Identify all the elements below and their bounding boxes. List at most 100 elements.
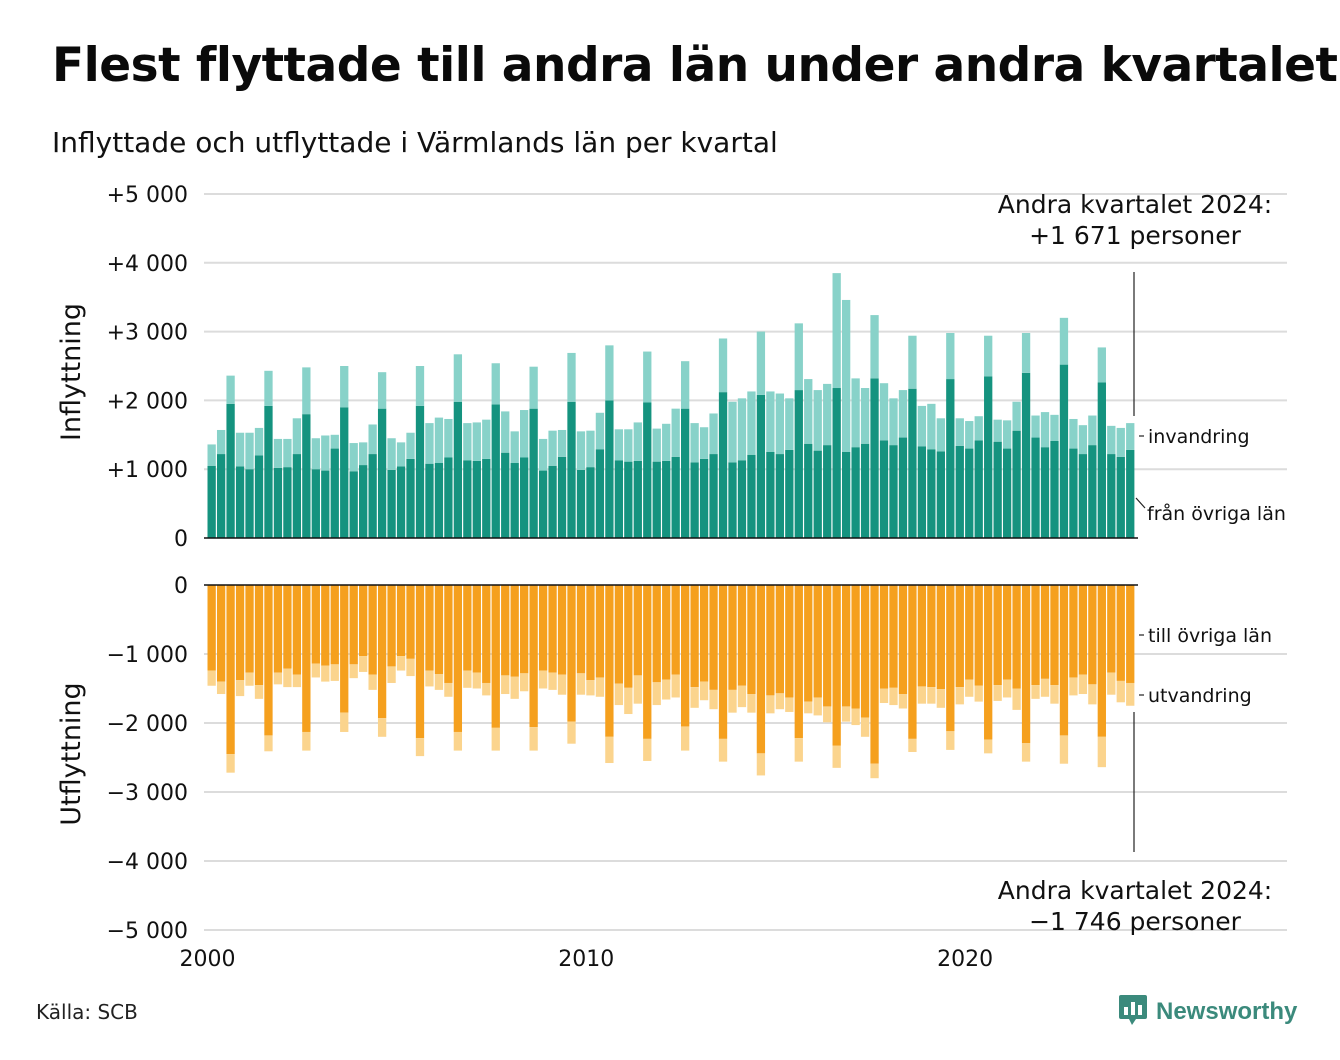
bar-invandring	[794, 323, 803, 391]
newsworthy-logo[interactable]: Newsworthy	[1118, 993, 1297, 1031]
bar-till-ovriga-lan	[936, 585, 945, 690]
bar-invandring	[406, 432, 415, 459]
bar-fran-ovriga-lan	[349, 471, 358, 538]
y-tick-label: −5 000	[107, 919, 188, 944]
bar-fran-ovriga-lan	[1069, 448, 1078, 538]
bar-invandring	[586, 430, 595, 468]
chart-subtitle: Inflyttade och utflyttade i Värmlands lä…	[52, 126, 778, 159]
bar-invandring	[813, 390, 822, 451]
bar-fran-ovriga-lan	[292, 454, 302, 538]
newsworthy-logo-icon	[1118, 993, 1148, 1031]
bar-fran-ovriga-lan	[482, 458, 491, 538]
bar-till-ovriga-lan	[841, 585, 851, 707]
bar-invandring	[453, 354, 463, 402]
bar-utvandring	[283, 668, 292, 688]
bar-till-ovriga-lan	[1050, 585, 1059, 686]
bar-till-ovriga-lan	[340, 585, 349, 713]
bar-utvandring	[993, 685, 1002, 701]
bar-till-ovriga-lan	[927, 585, 936, 688]
bar-invandring	[472, 422, 481, 461]
bar-till-ovriga-lan	[472, 585, 481, 673]
bar-till-ovriga-lan	[321, 585, 330, 666]
bar-fran-ovriga-lan	[756, 394, 766, 538]
bar-invandring	[1097, 347, 1106, 383]
bar-fran-ovriga-lan	[889, 445, 898, 538]
bar-fran-ovriga-lan	[917, 446, 927, 538]
bar-utvandring	[889, 687, 898, 706]
bar-invandring	[1107, 425, 1116, 455]
bar-invandring	[254, 427, 264, 456]
bar-utvandring	[605, 736, 614, 764]
bar-till-ovriga-lan	[614, 585, 624, 684]
bar-fran-ovriga-lan	[946, 379, 955, 538]
bar-utvandring	[1040, 678, 1050, 697]
bar-till-ovriga-lan	[860, 585, 870, 718]
bar-till-ovriga-lan	[974, 585, 983, 686]
bar-invandring	[501, 411, 510, 453]
bar-utvandring	[1116, 680, 1125, 703]
bar-fran-ovriga-lan	[681, 408, 690, 538]
bar-invandring	[226, 375, 235, 404]
bar-till-ovriga-lan	[1126, 585, 1135, 683]
bar-invandring	[851, 378, 860, 448]
bar-utvandring	[699, 681, 709, 701]
y-tick-label: 0	[174, 574, 188, 599]
bar-utvandring	[349, 664, 358, 679]
bar-till-ovriga-lan	[851, 585, 860, 709]
bar-till-ovriga-lan	[273, 585, 283, 673]
bar-fran-ovriga-lan	[747, 454, 756, 538]
bar-invandring	[576, 431, 586, 470]
legend-utvandring: utvandring	[1148, 685, 1252, 707]
bar-fran-ovriga-lan	[387, 469, 396, 538]
bar-fran-ovriga-lan	[860, 443, 870, 538]
bar-till-ovriga-lan	[425, 585, 434, 671]
bar-invandring	[1031, 415, 1040, 438]
bar-till-ovriga-lan	[984, 585, 993, 740]
bar-invandring	[510, 431, 519, 464]
bar-till-ovriga-lan	[510, 585, 519, 677]
bar-till-ovriga-lan	[832, 585, 841, 746]
bar-fran-ovriga-lan	[359, 465, 368, 538]
bar-till-ovriga-lan	[207, 585, 216, 671]
bar-till-ovriga-lan	[567, 585, 576, 722]
bar-till-ovriga-lan	[491, 585, 500, 728]
bar-till-ovriga-lan	[349, 585, 358, 665]
bar-fran-ovriga-lan	[965, 448, 974, 538]
bar-invandring	[662, 423, 671, 461]
bar-utvandring	[520, 673, 529, 692]
bar-utvandring	[292, 674, 302, 688]
bar-utvandring	[860, 717, 870, 737]
bar-invandring	[690, 423, 699, 463]
bar-invandring	[1050, 414, 1059, 441]
bar-utvandring	[927, 687, 936, 704]
bar-utvandring	[434, 674, 444, 690]
bar-utvandring	[917, 686, 927, 704]
bar-till-ovriga-lan	[965, 585, 974, 680]
bar-till-ovriga-lan	[538, 585, 548, 671]
bar-till-ovriga-lan	[898, 585, 908, 695]
chart-title: Flest flyttade till andra län under andr…	[52, 38, 1338, 93]
bar-fran-ovriga-lan	[491, 404, 500, 538]
bar-invandring	[908, 335, 917, 389]
bar-utvandring	[747, 694, 756, 713]
annotation-bottom-value: −1 746 personer	[1029, 907, 1242, 936]
bar-utvandring	[548, 672, 557, 690]
bar-till-ovriga-lan	[359, 585, 368, 657]
bar-fran-ovriga-lan	[1031, 437, 1040, 538]
bar-till-ovriga-lan	[1059, 585, 1069, 736]
y-tick-label: +2 000	[107, 389, 188, 414]
bar-invandring	[1116, 427, 1125, 457]
bar-till-ovriga-lan	[302, 585, 311, 732]
bar-till-ovriga-lan	[908, 585, 917, 739]
bar-utvandring	[425, 670, 434, 687]
bar-fran-ovriga-lan	[841, 452, 851, 538]
bar-till-ovriga-lan	[434, 585, 444, 675]
bar-invandring	[1088, 415, 1097, 446]
bar-invandring	[671, 408, 680, 457]
bar-invandring	[1126, 423, 1135, 450]
bar-till-ovriga-lan	[377, 585, 387, 719]
bar-till-ovriga-lan	[387, 585, 396, 667]
bar-till-ovriga-lan	[463, 585, 472, 671]
bar-invandring	[927, 403, 936, 450]
bar-utvandring	[576, 673, 586, 695]
